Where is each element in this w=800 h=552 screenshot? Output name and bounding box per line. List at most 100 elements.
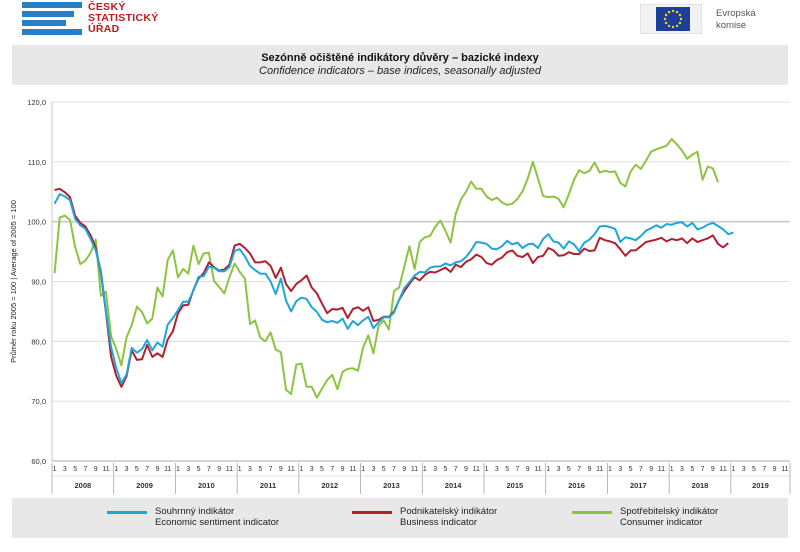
x-tick-label: 5 <box>443 466 447 473</box>
x-tick-label: 5 <box>690 466 694 473</box>
eu-star-icon <box>663 17 667 21</box>
chart-subtitle: Confidence indicators – base indices, se… <box>259 65 541 77</box>
y-tick-label: 120,0 <box>27 98 46 107</box>
year-label: 2013 <box>383 481 400 490</box>
x-tick-label: 7 <box>207 466 211 473</box>
x-tick-label: 9 <box>279 466 283 473</box>
chart-title-box: Sezónně očištěné indikátory důvěry – baz… <box>12 45 788 85</box>
x-tick-label: 9 <box>526 466 530 473</box>
x-tick-label: 5 <box>135 466 139 473</box>
x-tick-label: 9 <box>402 466 406 473</box>
x-tick-label: 9 <box>711 466 715 473</box>
x-tick-label: 3 <box>742 466 746 473</box>
csu-logo-bar <box>22 29 82 35</box>
legend-line-business <box>352 511 392 514</box>
csu-name-line1: ČESKÝ <box>88 1 126 13</box>
x-tick-label: 1 <box>114 466 118 473</box>
x-tick-label: 11 <box>658 466 665 473</box>
x-tick-label: 5 <box>73 466 77 473</box>
x-tick-label: 3 <box>495 466 499 473</box>
eu-star-icon <box>671 25 675 29</box>
chart-title: Sezónně očištěné indikátory důvěry – baz… <box>261 52 539 64</box>
legend-text-consumer: Spotřebitelský indikátor Consumer indica… <box>620 506 718 528</box>
legend-line-consumer <box>572 511 612 514</box>
x-tick-label: 7 <box>454 466 458 473</box>
csu-name-line2: STATISTICKÝ <box>88 12 159 24</box>
csu-logo-bar <box>22 2 82 8</box>
x-tick-label: 7 <box>577 466 581 473</box>
csu-name-line3: ÚŘAD <box>88 23 120 35</box>
x-tick-label: 9 <box>773 466 777 473</box>
legend-label-consumer: Spotřebitelský indikátor <box>620 506 719 517</box>
y-tick-label: 90,0 <box>31 278 46 287</box>
x-tick-label: 7 <box>515 466 519 473</box>
x-tick-label: 11 <box>288 466 295 473</box>
eu-star-icon <box>667 24 671 28</box>
legend-label-business: Podnikatelský indikátor <box>400 506 498 517</box>
x-tick-label: 7 <box>762 466 766 473</box>
x-tick-label: 3 <box>680 466 684 473</box>
x-tick-label: 7 <box>269 466 273 473</box>
eu-star-icon <box>675 24 679 28</box>
x-tick-label: 3 <box>618 466 622 473</box>
year-label: 2010 <box>198 481 215 490</box>
x-tick-label: 5 <box>505 466 509 473</box>
x-tick-label: 5 <box>197 466 201 473</box>
x-tick-label: 11 <box>226 466 233 473</box>
legend-text-composite: Souhrnný indikátor Economic sentiment in… <box>155 506 279 528</box>
x-tick-label: 5 <box>320 466 324 473</box>
series-line-composite <box>53 193 734 385</box>
year-label: 2015 <box>507 481 524 490</box>
x-tick-label: 1 <box>546 466 550 473</box>
x-tick-label: 7 <box>392 466 396 473</box>
x-tick-label: 7 <box>83 466 87 473</box>
x-tick-label: 11 <box>411 466 418 473</box>
x-tick-label: 7 <box>639 466 643 473</box>
legend-label-business-en: Business indicator <box>400 517 478 528</box>
x-tick-label: 3 <box>371 466 375 473</box>
x-tick-label: 1 <box>485 466 489 473</box>
x-axis: 1 3 5 7 9 11 1 3 5 7 9 11 1 3 5 7 9 11 1 3 5 7 9 11 1 3 5 7 9 11 1 3 5 7 9… <box>51 460 791 494</box>
chart-series <box>53 138 734 399</box>
year-label: 2018 <box>692 481 709 490</box>
year-label: 2016 <box>568 481 585 490</box>
x-tick-label: 3 <box>125 466 129 473</box>
x-tick-label: 9 <box>94 466 98 473</box>
eu-flag-icon <box>640 4 702 34</box>
eu-star-icon <box>678 21 682 25</box>
x-tick-label: 1 <box>423 466 427 473</box>
y-tick-label: 100,0 <box>27 218 46 227</box>
x-tick-label: 1 <box>608 466 612 473</box>
x-tick-label: 11 <box>164 466 171 473</box>
x-tick-label: 1 <box>731 466 735 473</box>
legend-line-composite <box>107 511 147 514</box>
csu-logo-text: ČESKÝ STATISTICKÝ ÚŘAD <box>88 2 159 35</box>
y-tick-label: 60,0 <box>31 457 46 466</box>
x-tick-label: 9 <box>464 466 468 473</box>
x-tick-label: 3 <box>557 466 561 473</box>
x-tick-label: 1 <box>176 466 180 473</box>
chart-gridlines <box>51 101 790 462</box>
x-tick-label: 11 <box>534 466 541 473</box>
x-tick-label: 7 <box>330 466 334 473</box>
x-tick-label: 11 <box>781 466 788 473</box>
x-tick-label: 1 <box>670 466 674 473</box>
csu-logo: ČESKÝ STATISTICKÝ ÚŘAD <box>22 2 182 36</box>
x-tick-label: 9 <box>341 466 345 473</box>
x-tick-label: 3 <box>248 466 252 473</box>
x-tick-label: 5 <box>752 466 756 473</box>
y-tick-label: 70,0 <box>31 397 46 406</box>
x-tick-label: 5 <box>629 466 633 473</box>
eu-star-icon <box>664 13 668 17</box>
year-label: 2012 <box>321 481 338 490</box>
european-commission-logo: Evropská komise <box>640 2 780 36</box>
x-tick-label: 1 <box>238 466 242 473</box>
x-tick-label: 1 <box>361 466 365 473</box>
legend-label-composite-en: Economic sentiment indicator <box>155 517 280 528</box>
legend-label-consumer-en: Consumer indicator <box>620 517 703 528</box>
csu-logo-bar <box>22 20 66 26</box>
eu-star-icon <box>678 13 682 17</box>
eu-star-icon <box>675 10 679 14</box>
x-tick-label: 9 <box>155 466 159 473</box>
y-tick-label: 80,0 <box>31 337 46 346</box>
